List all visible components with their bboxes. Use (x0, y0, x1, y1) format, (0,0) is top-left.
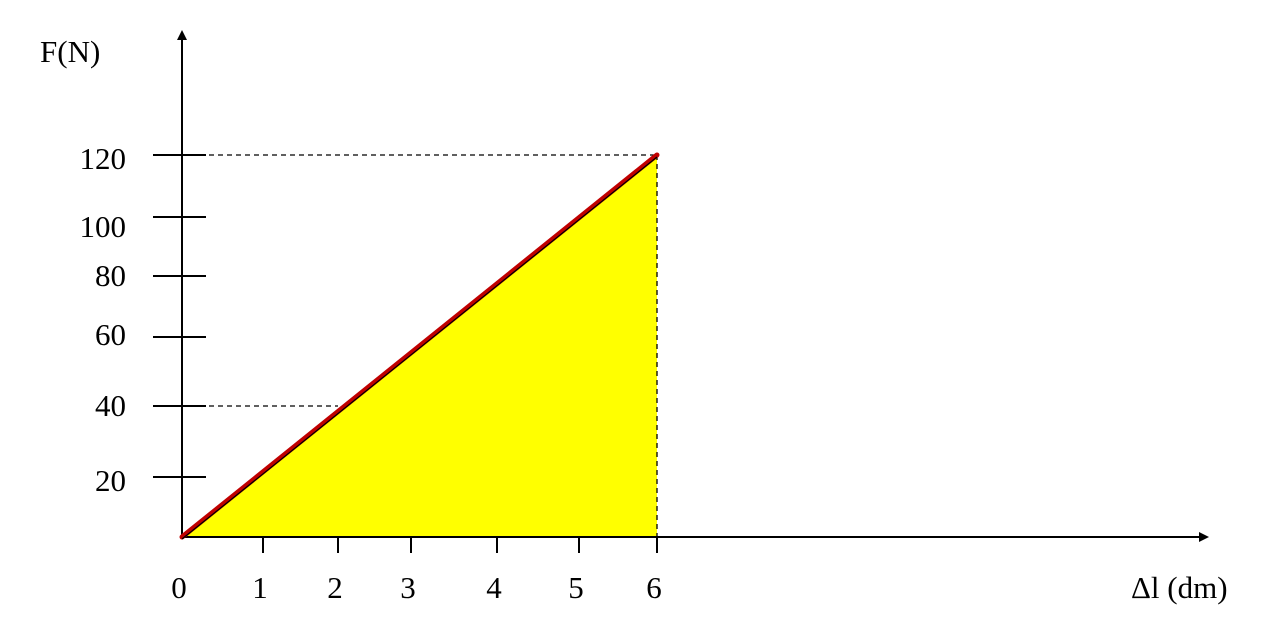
y-tick-label-100: 100 (80, 209, 127, 244)
series-line (179, 152, 660, 540)
y-tick-label-20: 20 (95, 463, 126, 498)
x-tick-label-5: 5 (568, 570, 584, 605)
y-tick-label-120: 120 (80, 141, 127, 176)
x-tick-label-0: 0 (171, 570, 187, 605)
y-axis-title: F(N) (40, 34, 100, 69)
y-tick-label-60: 60 (95, 317, 126, 352)
series-line-shadow (181, 156, 658, 540)
x-tick-label-2: 2 (327, 570, 343, 605)
x-tick-label-6: 6 (646, 570, 662, 605)
y-tick-label-40: 40 (95, 388, 126, 423)
y-tick-label-80: 80 (95, 258, 126, 293)
plot-area: 0 1 2 3 4 5 6 20 40 60 80 100 120 (80, 30, 1209, 605)
x-tick-label-1: 1 (252, 570, 268, 605)
x-tick-label-3: 3 (400, 570, 416, 605)
x-tick-label-4: 4 (486, 570, 502, 605)
x-axis-title: Δl (dm) (1131, 570, 1228, 605)
